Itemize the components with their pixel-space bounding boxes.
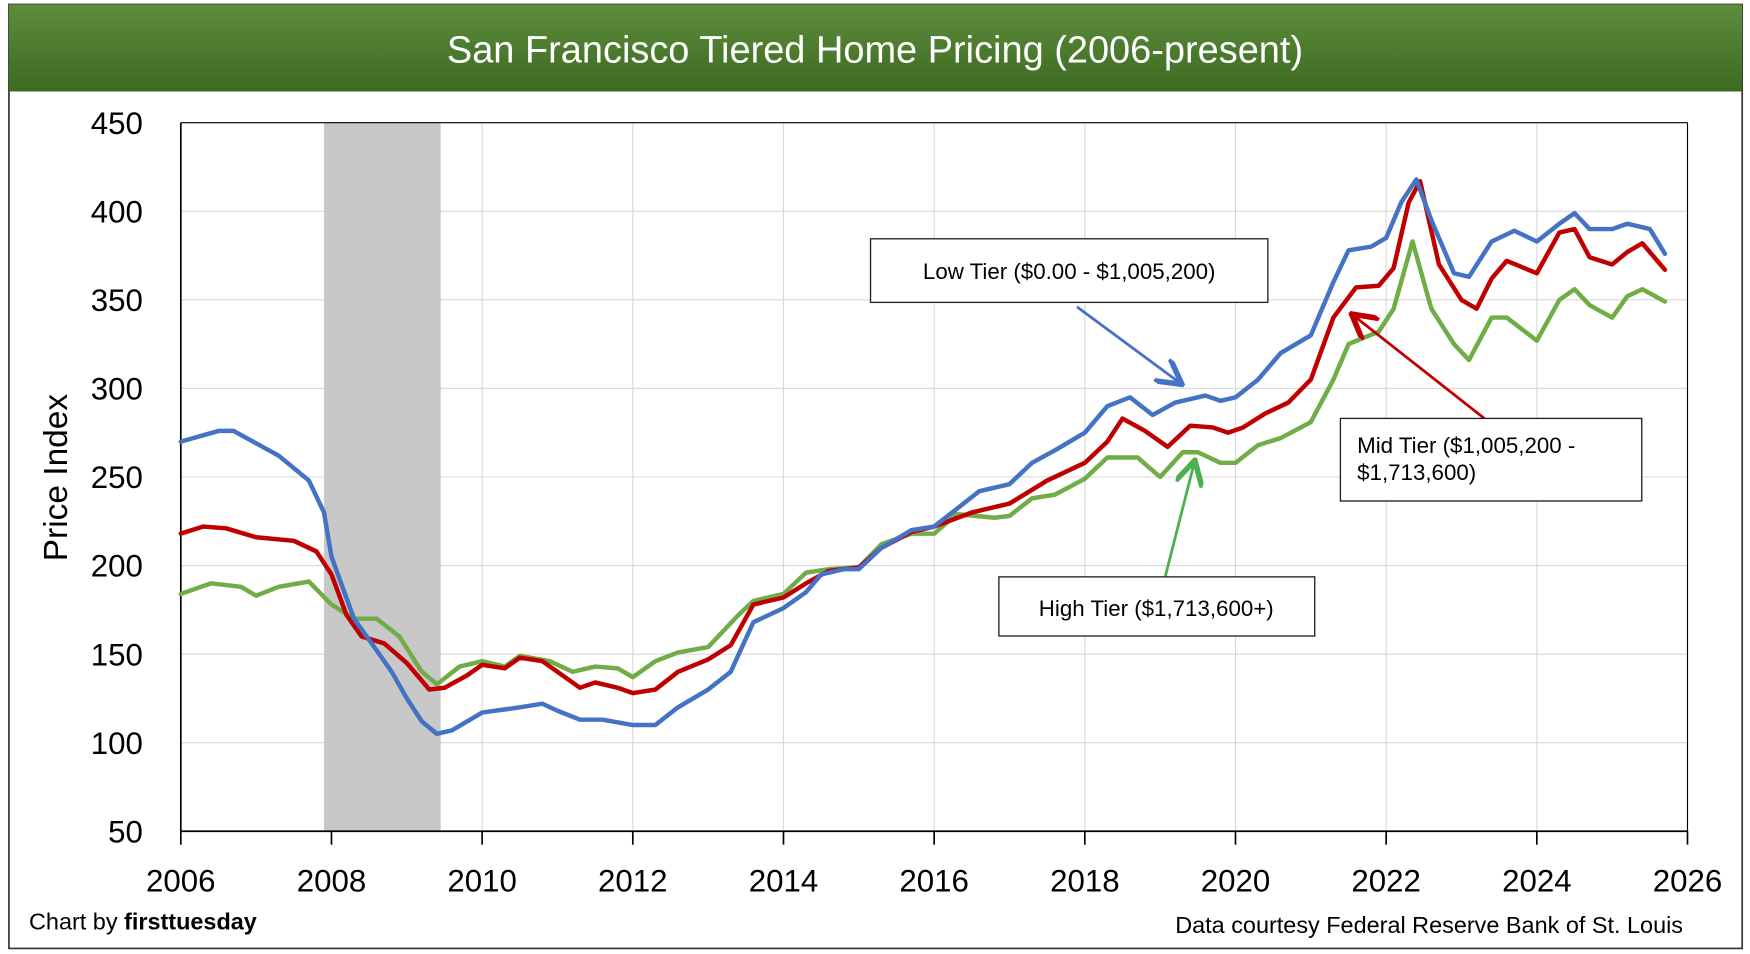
chart-title: San Francisco Tiered Home Pricing (2006-…: [447, 29, 1303, 71]
arrow-mid: [1354, 316, 1486, 420]
x-tick-label: 2018: [1050, 864, 1119, 899]
annotation-high-tier: High Tier ($1,713,600+): [998, 463, 1316, 637]
x-tick-label: 2022: [1351, 864, 1420, 899]
x-tick-label: 2012: [598, 864, 667, 899]
y-tick-label: 300: [91, 372, 143, 407]
arrow-low: [1076, 305, 1180, 383]
y-tick-label: 50: [108, 814, 143, 849]
series-high-tier-line: [178, 239, 1668, 687]
y-tick-label: 150: [91, 637, 143, 672]
credit-prefix: Chart by: [29, 908, 124, 934]
x-tick-label: 2024: [1502, 864, 1571, 899]
data-source: Data courtesy Federal Reserve Bank of St…: [1175, 912, 1683, 938]
y-tick-label: 400: [91, 194, 143, 229]
y-axis-label: Price Index: [38, 394, 75, 562]
annotation-low-tier: Low Tier ($0.00 - $1,005,200): [869, 238, 1269, 383]
recession-shading: [323, 122, 441, 832]
credit-brand: firsttuesday: [124, 908, 257, 934]
x-tick-label: 2016: [899, 864, 968, 899]
y-tick-label: 350: [91, 283, 143, 318]
y-tick-label: 200: [91, 549, 143, 584]
x-tick-label: 2008: [297, 864, 366, 899]
title-bar: [8, 4, 1743, 92]
annotation-low-text: Low Tier ($0.00 - $1,005,200): [923, 259, 1216, 284]
x-tick-label: 2010: [447, 864, 516, 899]
y-tick-label: 450: [91, 106, 143, 141]
annotation-mid-text-2: $1,713,600): [1357, 460, 1476, 485]
arrow-high: [1163, 463, 1194, 578]
x-tick-label: 2006: [146, 864, 215, 899]
annotation-high-text: High Tier ($1,713,600+): [1039, 596, 1274, 621]
x-tick-label: 2014: [749, 864, 818, 899]
annotation-mid-tier: Mid Tier ($1,005,200 - $1,713,600): [1339, 316, 1643, 502]
y-tick-label: 100: [91, 726, 143, 761]
series-low-tier-line: [178, 177, 1668, 737]
chart-credit: Chart by firsttuesday: [29, 908, 257, 934]
annotation-mid-text-1: Mid Tier ($1,005,200 -: [1357, 433, 1575, 458]
y-tick-label: 250: [91, 460, 143, 495]
x-tick-label: 2020: [1201, 864, 1270, 899]
x-tick-label: 2026: [1653, 864, 1722, 899]
